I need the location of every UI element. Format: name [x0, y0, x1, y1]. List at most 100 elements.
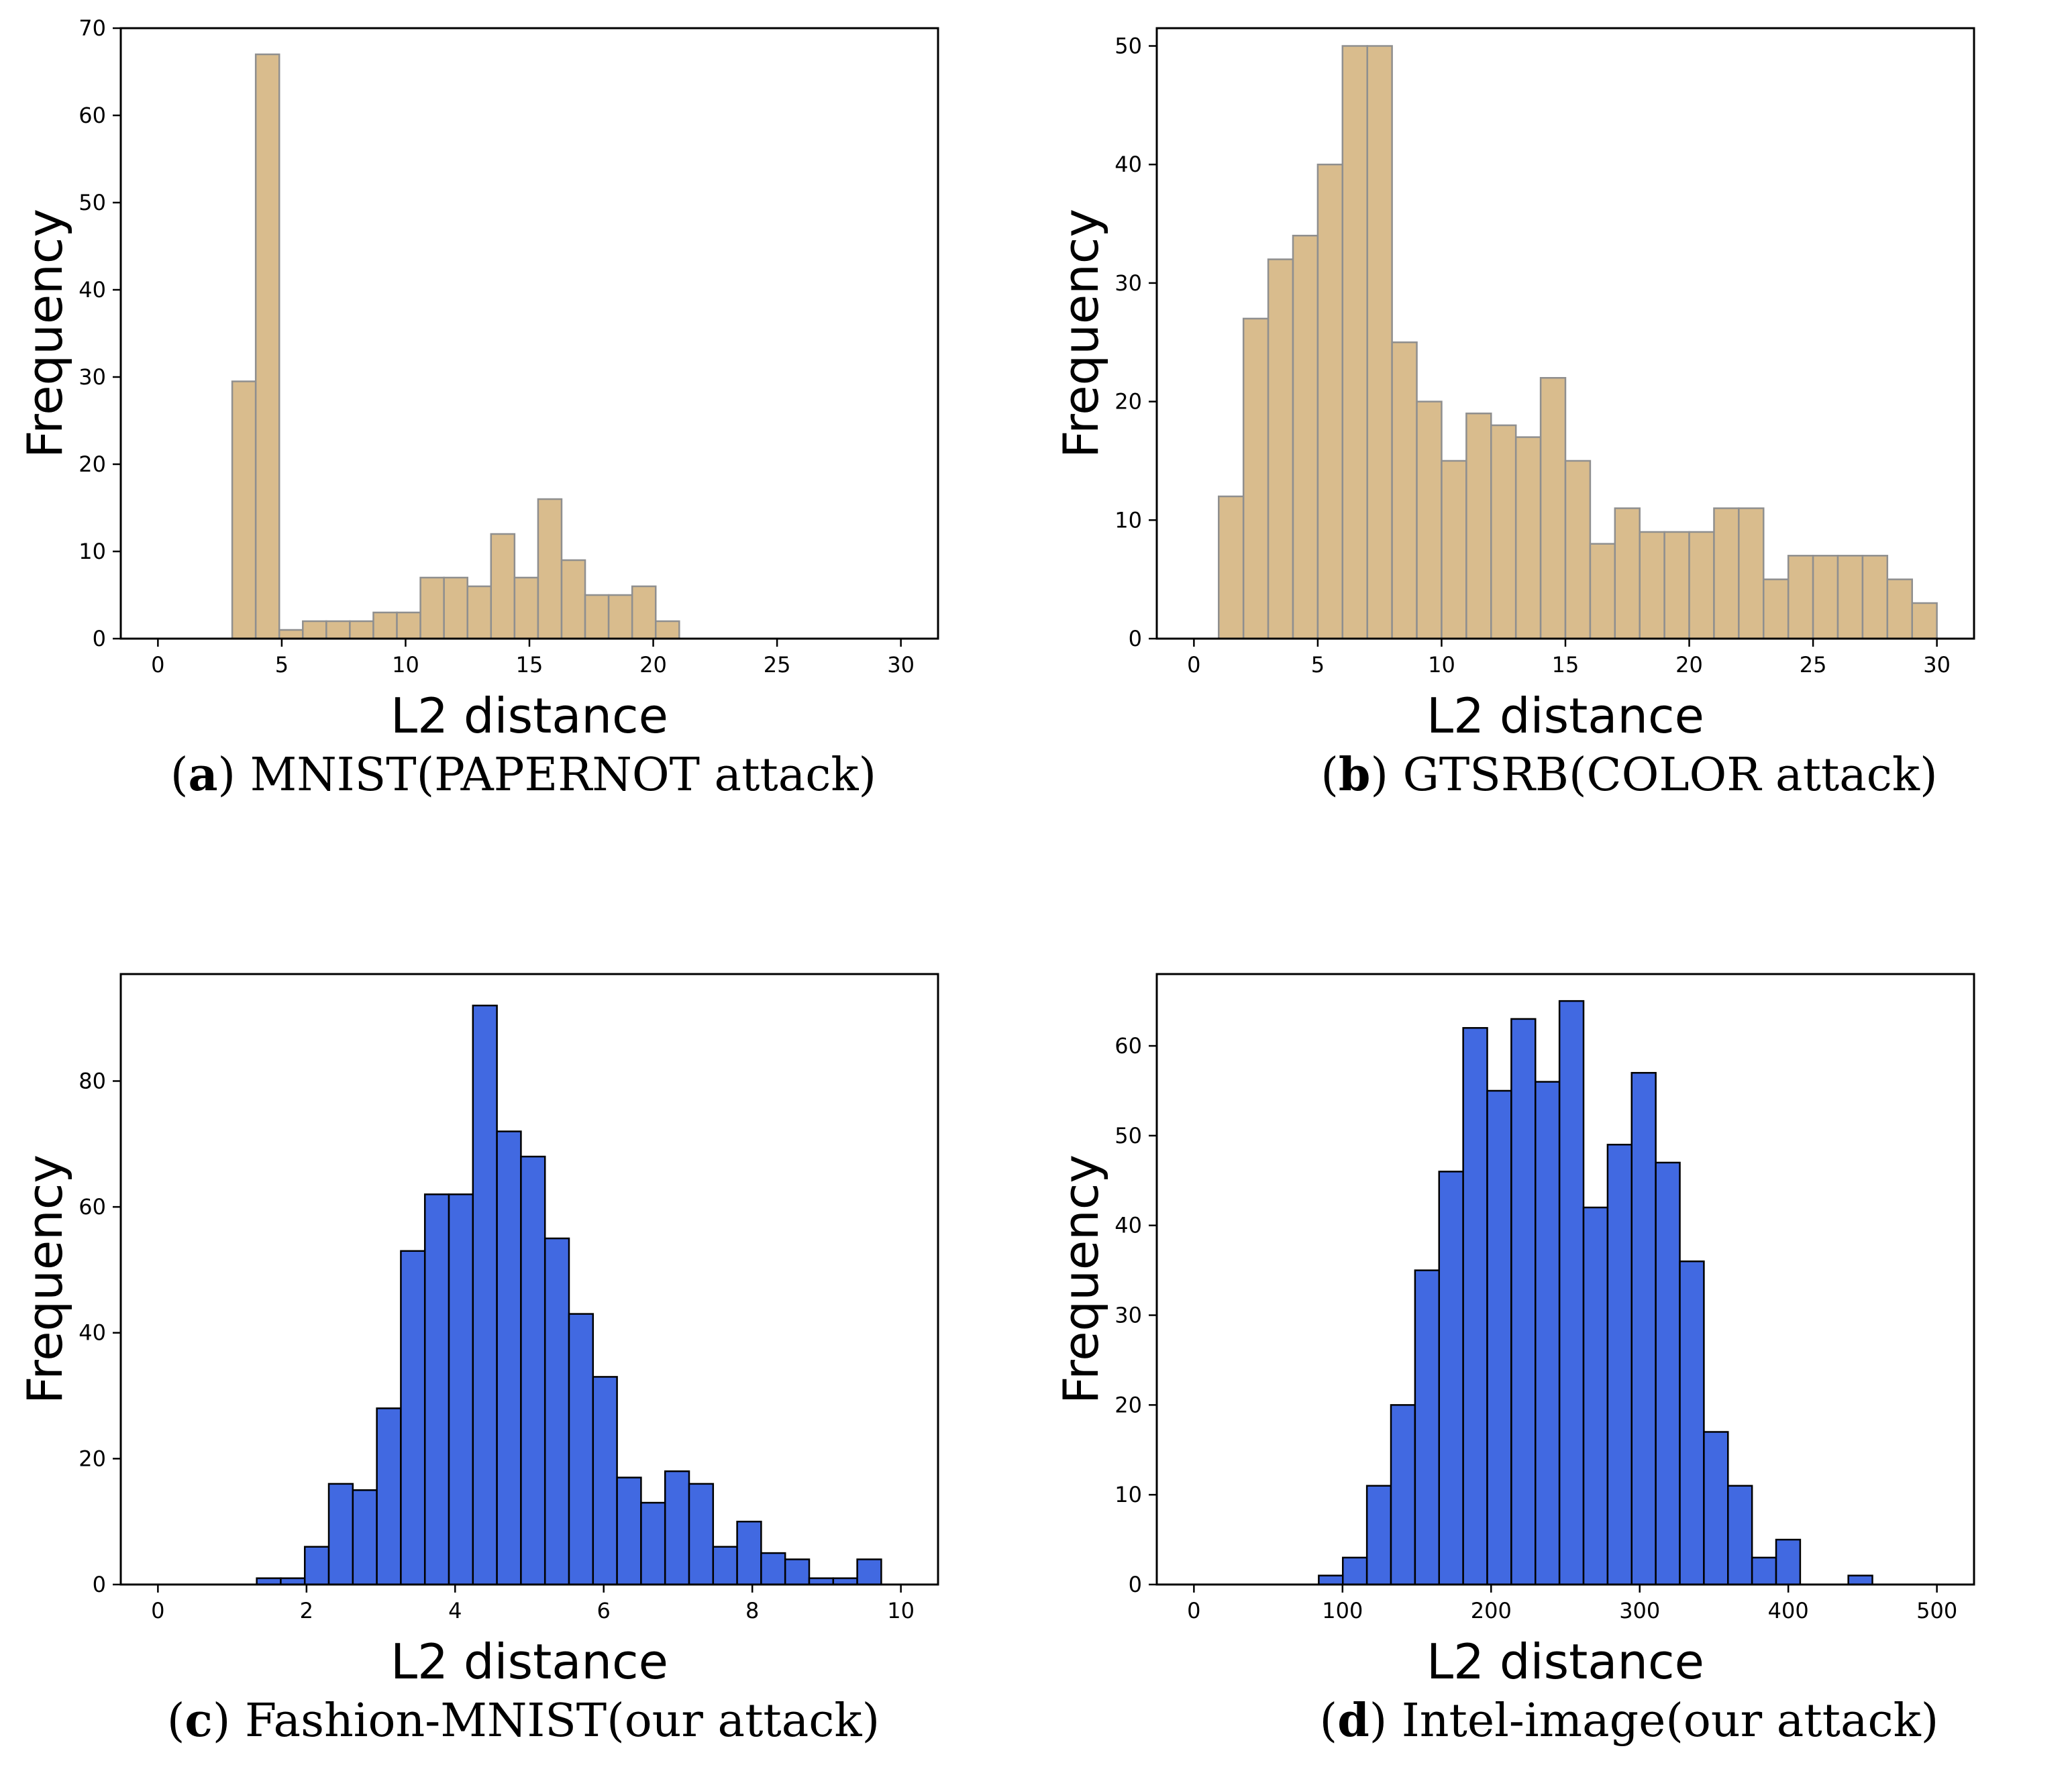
bar [1510, 1018, 1537, 1586]
bar [607, 594, 633, 640]
bar [1727, 1485, 1753, 1586]
bar [584, 594, 610, 640]
y-tick-label: 0 [93, 626, 106, 651]
bar [1763, 578, 1790, 640]
histogram-a: 0 5 10 15 20 25 30 0 10 20 30 40 50 60 70 L2 distance Fr… [17, 15, 939, 744]
bar [303, 1546, 330, 1586]
bar [302, 620, 327, 640]
bar [1416, 400, 1443, 640]
caption-letter: c [185, 1694, 213, 1748]
x-axis-label: L2 distance [391, 688, 668, 744]
x-tick-label: 10 [1428, 652, 1455, 678]
bar [664, 1470, 690, 1586]
bar [372, 611, 398, 640]
bar [1341, 45, 1368, 640]
bar [688, 1483, 715, 1586]
x-tick-label: 500 [1916, 1598, 1957, 1623]
bar [1606, 1144, 1633, 1586]
bar [1713, 507, 1740, 640]
bar [1589, 543, 1616, 640]
bar [537, 498, 563, 640]
x-tick-label: 5 [275, 652, 289, 678]
bar [1847, 1574, 1873, 1586]
caption-text: GTSRB(COLOR attack) [1388, 749, 1938, 802]
bar [1292, 234, 1319, 640]
bar [1366, 45, 1393, 640]
bar [1218, 495, 1245, 640]
y-tick-label: 20 [79, 1446, 106, 1471]
plot-frame [1155, 973, 1975, 1586]
x-tick-label: 30 [887, 652, 915, 678]
bar [1490, 424, 1517, 640]
bar [1703, 1431, 1729, 1586]
bar [1486, 1089, 1512, 1586]
y-tick-label: 60 [79, 1194, 106, 1220]
bar [560, 559, 586, 640]
bar [1462, 1027, 1488, 1586]
caption-d: (d) Intel-image(our attack) [1319, 1694, 1939, 1748]
panel-c: 0 2 4 6 8 10 0 20 40 60 80 L2 distance Frequency [0, 946, 1036, 1697]
bar [1564, 460, 1592, 640]
x-tick-label: 10 [392, 652, 419, 678]
bar [419, 576, 445, 640]
y-tick-label: 20 [79, 451, 106, 477]
y-tick-label: 50 [79, 190, 106, 215]
y-tick-label: 40 [79, 277, 106, 303]
y-tick-label: 50 [1115, 34, 1142, 59]
bar [616, 1477, 642, 1586]
y-tick-label: 70 [79, 15, 106, 41]
bar [1655, 1161, 1681, 1586]
x-tick-label: 25 [1800, 652, 1827, 678]
y-tick-label: 0 [93, 1572, 106, 1597]
bar [1663, 531, 1690, 640]
bar [1539, 377, 1567, 640]
y-tick-label: 20 [1115, 1392, 1142, 1417]
y-tick-label: 40 [1115, 1213, 1142, 1238]
bar [396, 611, 421, 640]
bar [1514, 436, 1542, 640]
bar [1812, 555, 1839, 640]
bar [1391, 341, 1418, 640]
y-tick-label: 10 [1115, 1482, 1142, 1507]
x-tick-label: 8 [745, 1598, 759, 1623]
bar [376, 1407, 402, 1586]
panel-a: 0 5 10 15 20 25 30 0 10 20 30 40 50 60 70 L2 distance Fr… [0, 0, 1036, 751]
bar [325, 620, 351, 640]
caption-letter: b [1338, 748, 1371, 802]
bar [423, 1193, 450, 1586]
caption-text: Intel-image(our attack) [1387, 1695, 1939, 1748]
x-axis-label: L2 distance [391, 1633, 668, 1690]
x-tick-label: 0 [151, 652, 164, 678]
y-tick-label: 20 [1115, 389, 1142, 415]
x-tick-label: 30 [1923, 652, 1951, 678]
bar [1438, 1171, 1464, 1586]
bar [1614, 507, 1641, 640]
y-tick-label: 30 [79, 364, 106, 390]
histogram-b: 0 5 10 15 20 25 30 0 10 20 30 40 50 L2 distance Freque… [1053, 27, 1975, 744]
y-tick-label: 60 [1115, 1033, 1142, 1059]
y-tick-label: 30 [1115, 270, 1142, 296]
caption-c: (c) Fashion-MNIST(our attack) [166, 1694, 880, 1748]
histogram-d: 0 100 200 300 400 500 0 10 20 30 40 50 60 L2 distance… [1053, 973, 1975, 1690]
y-tick-label: 80 [79, 1068, 106, 1093]
bar [349, 620, 374, 640]
caption-a: (a) MNIST(PAPERNOT attack) [170, 748, 877, 802]
bar [254, 53, 280, 640]
y-tick-label: 10 [1115, 507, 1142, 533]
bar [1535, 1081, 1561, 1586]
bar [1775, 1538, 1802, 1586]
bar [466, 585, 493, 640]
bar [520, 1155, 546, 1586]
x-tick-label: 10 [887, 1598, 915, 1623]
bar [640, 1501, 666, 1586]
bar [490, 533, 516, 640]
bar [278, 629, 304, 640]
x-tick-label: 400 [1768, 1598, 1809, 1623]
bar [856, 1558, 882, 1586]
bar [1318, 1574, 1344, 1586]
bar [1836, 555, 1864, 640]
x-tick-label: 15 [516, 652, 543, 678]
x-tick-label: 15 [1552, 652, 1579, 678]
x-axis-label: L2 distance [1427, 688, 1704, 744]
caption-text: Fashion-MNIST(our attack) [230, 1695, 880, 1748]
